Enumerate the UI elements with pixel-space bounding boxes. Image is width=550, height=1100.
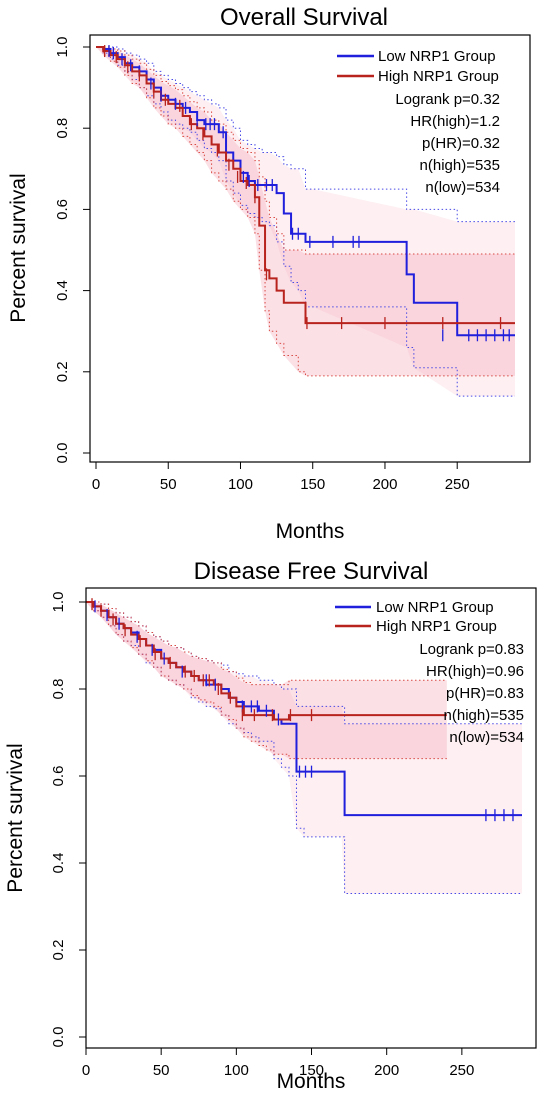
y-tick-label: 0.2: [50, 940, 67, 961]
disease-free-survival-chart: Disease Free Survival 0 50 100 150 200 250 0.…: [4, 558, 537, 1093]
legend-label-high: High NRP1 Group: [376, 618, 497, 635]
y-tick-label: 0.8: [50, 679, 67, 700]
y-tick-label: 0.4: [50, 853, 67, 874]
x-tick-label: 250: [445, 476, 470, 493]
overall-survival-chart: Overall Survival 0 50 100 150 200 250 0.00.20…: [7, 4, 531, 543]
ci-band-low: [96, 47, 515, 397]
y-tick-label: 0.6: [54, 199, 71, 220]
x-tick-label: 50: [153, 1062, 170, 1079]
stat-n-high: n(high)=535: [444, 707, 524, 724]
legend: Low NRP1 Group High NRP1 Group: [335, 599, 497, 635]
x-tick-label: 0: [82, 1062, 90, 1079]
ci-band-low: [86, 602, 522, 894]
y-axis: 0.0 0.2 0.4 0.6 0.8 1.0: [54, 37, 90, 464]
stat-p-hr: p(HR)=0.83: [446, 685, 524, 702]
x-tick-label: 200: [374, 1062, 399, 1079]
stat-n-low: n(low)=534: [425, 179, 500, 196]
y-tick-label: 0.4: [54, 280, 71, 301]
y-tick-label: 0.2: [54, 361, 71, 382]
legend-label-high: High NRP1 Group: [378, 68, 499, 85]
legend: Low NRP1 Group High NRP1 Group: [337, 48, 499, 85]
series-lines: [86, 601, 522, 817]
ci-lines: [86, 601, 522, 894]
y-tick-label: 1.0: [54, 37, 71, 58]
ci-band-high: [86, 602, 447, 759]
stat-n-low: n(low)=534: [449, 729, 524, 746]
stat-hr: HR(high)=0.96: [426, 663, 524, 680]
x-axis-label: Months: [277, 1070, 346, 1093]
y-tick-label: 0.8: [54, 118, 71, 139]
stat-logrank: Logrank p=0.83: [419, 641, 524, 658]
y-axis: 0.0 0.2 0.4 0.6 0.8 1.0: [50, 592, 86, 1048]
censor-marks: [104, 45, 510, 342]
x-axis-label: Months: [276, 520, 345, 543]
legend-label-low: Low NRP1 Group: [376, 599, 494, 616]
x-tick-label: 200: [372, 476, 397, 493]
x-axis: 0 50 100 150 200 250: [92, 462, 470, 493]
ci-upper-low: [96, 46, 515, 223]
x-axis: 0 50 100 150 200 250: [82, 1048, 474, 1079]
stat-p-hr: p(HR)=0.32: [422, 135, 500, 152]
x-tick-label: 150: [300, 476, 325, 493]
y-axis-label: Percent survival: [4, 743, 27, 892]
x-tick-label: 50: [160, 476, 177, 493]
plot-area-frame: [89, 34, 531, 463]
y-tick-label: 0.0: [50, 1027, 67, 1048]
ci-upper-high: [96, 46, 515, 255]
y-tick-label: 0.6: [50, 766, 67, 787]
legend-label-low: Low NRP1 Group: [378, 48, 496, 65]
ci-band-high: [96, 47, 515, 376]
stat-n-high: n(high)=535: [420, 157, 500, 174]
x-tick-label: 100: [228, 476, 253, 493]
ci-lower-low: [86, 601, 522, 894]
plot-area-frame: [85, 587, 537, 1049]
x-tick-label: 250: [449, 1062, 474, 1079]
y-axis-label: Percent survival: [7, 173, 30, 322]
ci-bands: [86, 602, 522, 894]
series-line-low: [96, 46, 515, 337]
x-tick-label: 150: [299, 1062, 324, 1079]
ci-lower-high: [96, 46, 515, 377]
chart-title: Overall Survival: [220, 4, 388, 31]
chart-title: Disease Free Survival: [194, 558, 429, 585]
stat-logrank: Logrank p=0.32: [395, 91, 500, 108]
series-line-high: [86, 601, 447, 721]
stat-hr: HR(high)=1.2: [410, 113, 500, 130]
stats-block: Logrank p=0.83 HR(high)=0.96 p(HR)=0.83 …: [419, 641, 524, 746]
x-tick-label: 100: [224, 1062, 249, 1079]
x-tick-label: 0: [92, 476, 100, 493]
censor-marks: [91, 598, 514, 822]
ci-bands: [96, 47, 515, 397]
stats-block: Logrank p=0.32 HR(high)=1.2 p(HR)=0.32 n…: [395, 91, 500, 196]
y-tick-label: 0.0: [54, 443, 71, 464]
y-tick-label: 1.0: [50, 592, 67, 613]
